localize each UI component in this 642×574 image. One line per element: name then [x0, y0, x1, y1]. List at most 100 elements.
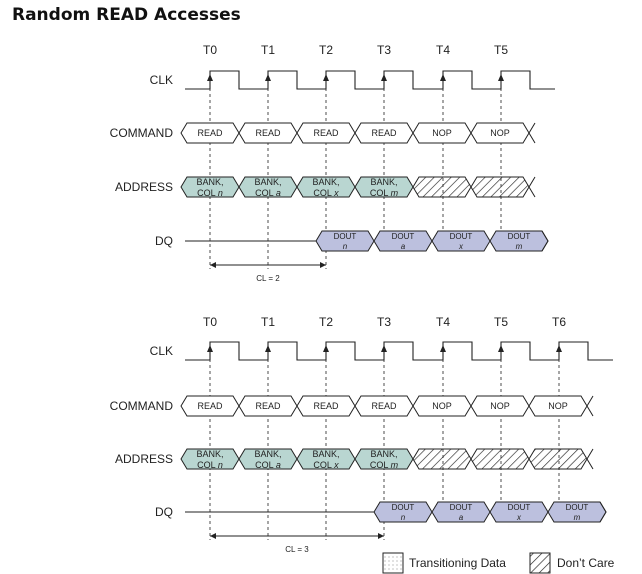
clock-waveform — [185, 341, 613, 361]
dq-line-2: n — [343, 242, 348, 251]
dq-line-2: a — [401, 242, 406, 251]
dq-line-1: DOUT — [508, 503, 531, 512]
clock-edge-label-t2: T2 — [319, 43, 333, 57]
command-label: NOP — [490, 128, 510, 138]
address-tail — [528, 176, 536, 198]
address-cell-dont-care — [470, 448, 530, 470]
dq-tail — [599, 501, 607, 523]
address-line-1: BANK, — [254, 177, 281, 187]
dq-line-1: DOUT — [566, 503, 589, 512]
page-title: Random READ Accesses — [12, 5, 241, 25]
dq-line-1: DOUT — [334, 232, 357, 241]
clock-edge-arrow — [323, 345, 329, 352]
dq-line-2: x — [516, 513, 522, 522]
command-label: READ — [371, 128, 397, 138]
clock-edge-arrow — [440, 74, 446, 81]
clock-edge-label-t4: T4 — [436, 315, 450, 329]
clock-edge-label-t2: T2 — [319, 315, 333, 329]
address-line-2: COL m — [370, 460, 399, 470]
command-label: NOP — [548, 401, 568, 411]
clock-waveform — [185, 70, 555, 90]
command-label: NOP — [432, 128, 452, 138]
command-label: READ — [313, 401, 339, 411]
dq-line-1: DOUT — [392, 232, 415, 241]
clock-edge-arrow — [207, 74, 213, 81]
command-label: NOP — [490, 401, 510, 411]
address-line-1: BANK, — [312, 177, 339, 187]
command-label: READ — [255, 128, 281, 138]
address-line-2: COL a — [255, 188, 281, 198]
signal-label-clk: CLK — [150, 73, 173, 87]
dq-line-2: n — [401, 513, 406, 522]
legend: Transitioning Data Don’t Care — [382, 552, 615, 574]
command-label: READ — [255, 401, 281, 411]
address-line-1: BANK, — [370, 177, 397, 187]
clock-edge-label-t5: T5 — [494, 43, 508, 57]
clock-edge-arrow — [381, 345, 387, 352]
address-cell-dont-care — [470, 176, 530, 198]
command-label: READ — [197, 128, 223, 138]
clock-edge-label-t1: T1 — [261, 43, 275, 57]
clock-edge-arrow — [498, 345, 504, 352]
command-label: READ — [371, 401, 397, 411]
address-line-1: BANK, — [196, 177, 223, 187]
command-tail — [586, 395, 594, 417]
clock-edge-label-t6: T6 — [552, 315, 566, 329]
command-label: READ — [313, 128, 339, 138]
address-line-2: COL n — [197, 460, 223, 470]
command-label: NOP — [432, 401, 452, 411]
signal-label-clk: CLK — [150, 344, 173, 358]
address-line-2: COL n — [197, 188, 223, 198]
address-line-2: COL x — [313, 188, 339, 198]
clock-edge-label-t0: T0 — [203, 43, 217, 57]
dq-line-2: m — [574, 513, 581, 522]
address-line-1: BANK, — [254, 449, 281, 459]
address-line-1: BANK, — [370, 449, 397, 459]
address-line-1: BANK, — [196, 449, 223, 459]
cas-latency-arrow-left — [210, 533, 216, 539]
legend-transitioning-label: Transitioning Data — [409, 556, 506, 570]
cas-latency-label: CL = 2 — [256, 274, 280, 283]
clock-edge-arrow — [440, 345, 446, 352]
clock-edge-label-t3: T3 — [377, 315, 391, 329]
clock-edge-label-t5: T5 — [494, 315, 508, 329]
dq-line-1: DOUT — [450, 503, 473, 512]
clock-edge-label-t3: T3 — [377, 43, 391, 57]
command-tail — [528, 122, 536, 144]
dq-line-2: m — [516, 242, 523, 251]
clock-edge-arrow — [265, 74, 271, 81]
address-cell-dont-care — [412, 448, 472, 470]
signal-label-command: COMMAND — [110, 126, 174, 140]
address-cell-dont-care — [412, 176, 472, 198]
clock-edge-arrow — [498, 74, 504, 81]
cas-latency-label: CL = 3 — [285, 545, 309, 554]
clock-edge-arrow — [265, 345, 271, 352]
clock-edge-arrow — [381, 74, 387, 81]
clock-edge-label-t4: T4 — [436, 43, 450, 57]
cas-latency-arrow-left — [210, 262, 216, 268]
clock-edge-arrow — [556, 345, 562, 352]
signal-label-command: COMMAND — [110, 399, 174, 413]
dq-tail — [541, 230, 549, 252]
dq-line-2: x — [458, 242, 464, 251]
address-line-2: COL a — [255, 460, 281, 470]
address-tail — [586, 448, 594, 470]
clock-edge-label-t1: T1 — [261, 315, 275, 329]
address-line-1: BANK, — [312, 449, 339, 459]
legend-dont-care-label: Don’t Care — [557, 556, 615, 570]
legend-transitioning-swatch — [382, 552, 404, 574]
clock-edge-arrow — [207, 345, 213, 352]
signal-label-dq: DQ — [155, 505, 173, 519]
address-line-2: COL m — [370, 188, 399, 198]
signal-label-address: ADDRESS — [115, 452, 173, 466]
command-label: READ — [197, 401, 223, 411]
dq-line-1: DOUT — [450, 232, 473, 241]
clock-edge-arrow — [323, 74, 329, 81]
dq-line-1: DOUT — [508, 232, 531, 241]
cas-latency-arrow-right — [378, 533, 384, 539]
dq-line-1: DOUT — [392, 503, 415, 512]
address-line-2: COL x — [313, 460, 339, 470]
address-cell-dont-care — [528, 448, 588, 470]
dq-line-2: a — [459, 513, 464, 522]
